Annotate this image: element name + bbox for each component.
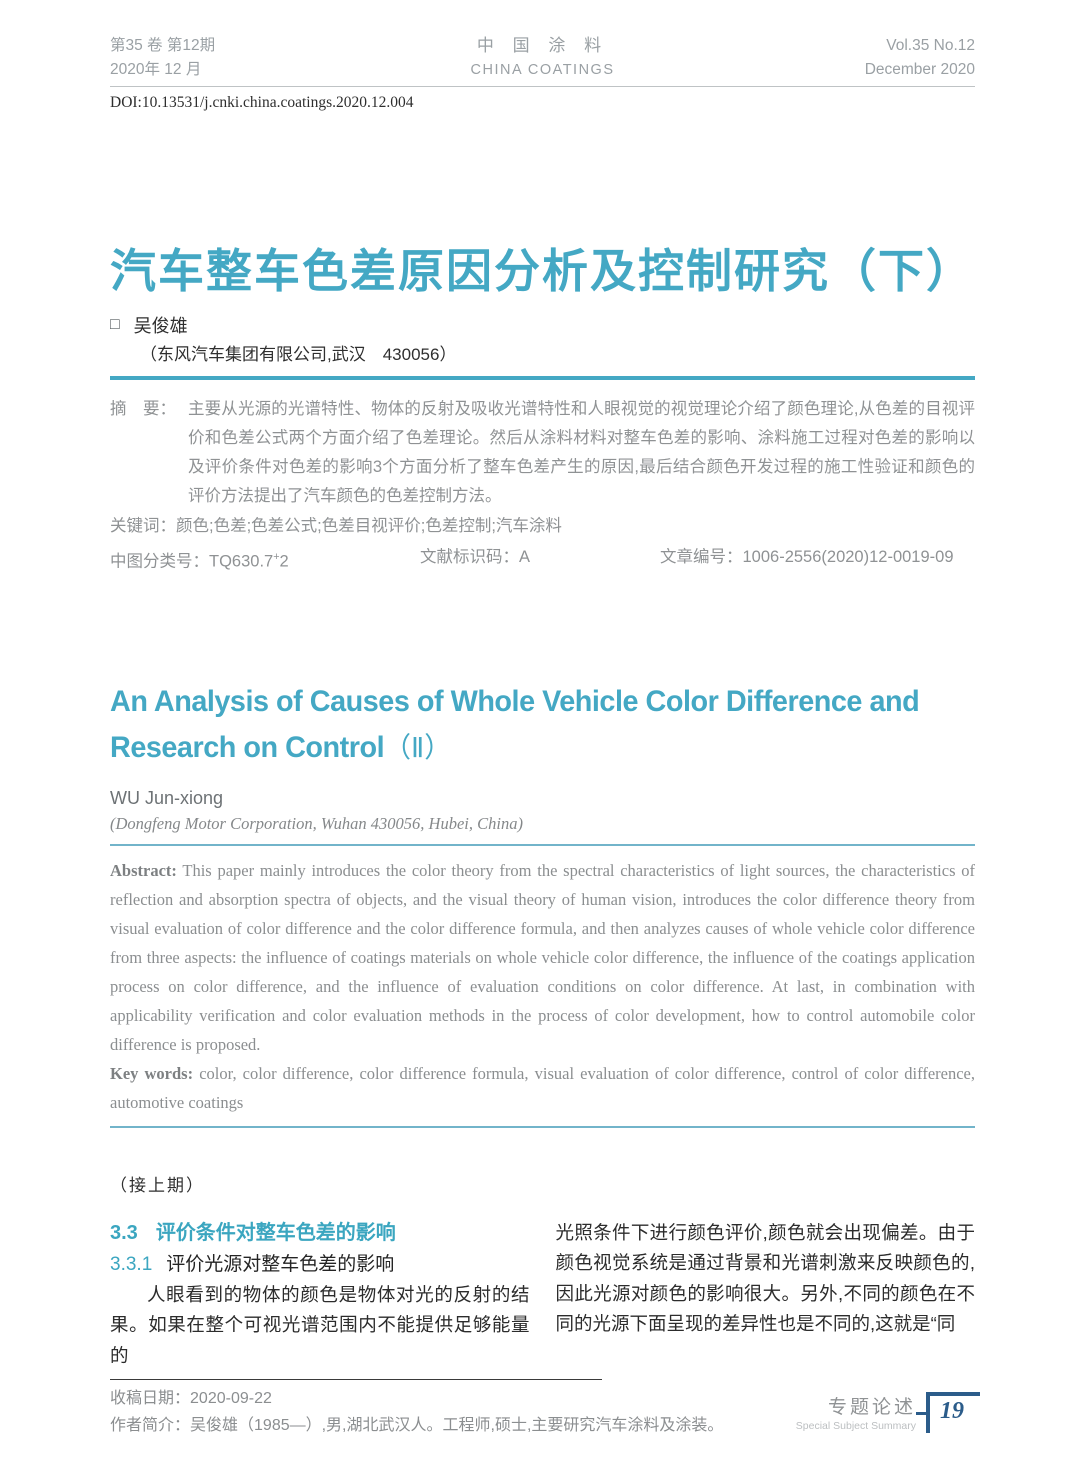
clc-number: 中图分类号：TQ630.7+2 — [110, 543, 420, 577]
subsection-heading: 3.3.1 评价光源对整车色差的影响 — [110, 1249, 530, 1280]
author-bio-label: 作者简介： — [110, 1417, 191, 1434]
body-paragraph-left: 人眼看到的物体的颜色是物体对光的反射的结果。如果在整个可视光谱范围内不能提供足够… — [110, 1283, 530, 1366]
affiliation-en: (Dongfeng Motor Corporation, Wuhan 43005… — [110, 813, 523, 833]
footnote-divider — [110, 1379, 602, 1380]
clc-superscript: + — [273, 551, 280, 563]
issue-info-en: Vol.35 No.12 December 2020 — [775, 34, 975, 82]
page-footer: 专题论述 Special Subject Summary 19 — [796, 1392, 980, 1433]
clc-value: TQ630.7 — [209, 552, 274, 571]
keywords-cn-label: 关键词： — [110, 517, 176, 535]
abstract-cn-text: 主要从光源的光谱特性、物体的反射及吸收光谱特性和人眼视觉的视觉理论介绍了颜色理论… — [188, 400, 975, 505]
footnote: 收稿日期：2020-09-22 作者简介：吴俊雄（1985—）,男,湖北武汉人。… — [110, 1379, 975, 1439]
abstract-en: Abstract: This paper mainly introduces t… — [110, 856, 975, 1059]
volume-issue-en: Vol.35 No.12 — [886, 37, 975, 54]
section-heading: 3.3 评价条件对整车色差的影响 — [110, 1218, 530, 1249]
author-marker-square-icon: □ — [110, 316, 120, 333]
issue-date-en: December 2020 — [864, 61, 975, 78]
article-number-value: 1006-2556(2020)12-0019-09 — [742, 548, 954, 566]
clc-label: 中图分类号： — [110, 552, 209, 571]
section-title: 评价条件对整车色差的影响 — [155, 1221, 396, 1244]
keywords-en-label: Key words: — [110, 1063, 194, 1083]
abstract-en-text: This paper mainly introduces the color t… — [110, 860, 976, 1054]
keywords-cn: 关键词：颜色;色差;色差公式;色差目视评价;色差控制;汽车涂料 — [110, 512, 975, 541]
abstract-cn-label: 摘 要： — [110, 400, 176, 418]
doi-line: DOI:10.13531/j.cnki.china.coatings.2020.… — [110, 94, 414, 111]
document-code-value: A — [519, 548, 531, 566]
title-en-part-number: （Ⅱ） — [384, 731, 452, 763]
author-name-en: WU Jun-xiong — [110, 787, 224, 808]
column-name-cn: 专题论述 — [827, 1397, 916, 1418]
left-column: 3.3 评价条件对整车色差的影响 3.3.1 评价光源对整车色差的影响 人眼看到的物… — [110, 1218, 530, 1372]
keywords-en: Key words: color, color difference, colo… — [110, 1059, 975, 1117]
abstract-cn: 摘 要： 主要从光源的光谱特性、物体的反射及吸收光谱特性和人眼视觉的视觉理论介绍… — [110, 395, 975, 511]
subsection-number: 3.3.1 — [110, 1253, 153, 1275]
title-divider — [110, 376, 975, 380]
abstract-top-divider — [110, 843, 975, 846]
body-columns: 3.3 评价条件对整车色差的影响 3.3.1 评价光源对整车色差的影响 人眼看到的物… — [110, 1218, 975, 1372]
abstract-bottom-divider — [110, 1125, 975, 1128]
classification-row: 中图分类号：TQ630.7+2 文献标识码：A 文章编号：1006-2556(2… — [110, 543, 975, 577]
page-number-bracket: 19 — [916, 1392, 980, 1433]
author-bio-line: 作者简介：吴俊雄（1985—）,男,湖北武汉人。工程师,硕士,主要研究汽车涂料及… — [110, 1412, 975, 1439]
issue-info-cn: 第35 卷 第12期 2020年 12 月 — [110, 34, 310, 82]
subsection-title: 评价光源对整车色差的影响 — [166, 1253, 395, 1275]
volume-issue-cn: 第35 卷 第12期 — [110, 37, 216, 54]
journal-name: 中 国 涂 料 CHINA COATINGS — [310, 34, 775, 82]
article-title-cn: 汽车整车色差原因分析及控制研究（下） — [110, 245, 974, 297]
column-name-en: Special Subject Summary — [795, 1420, 916, 1432]
article-title-en: An Analysis of Causes of Whole Vehicle C… — [110, 679, 940, 771]
clc-tail: 2 — [279, 552, 289, 571]
journal-header: 第35 卷 第12期 2020年 12 月 中 国 涂 料 CHINA COAT… — [110, 34, 975, 82]
article-number: 文章编号：1006-2556(2020)12-0019-09 — [660, 543, 954, 577]
document-code: 文献标识码：A — [420, 543, 660, 577]
issue-date-cn: 2020年 12 月 — [110, 61, 202, 78]
journal-name-cn: 中 国 涂 料 — [476, 36, 609, 55]
page-number: 19 — [940, 1398, 964, 1424]
journal-name-en: CHINA COATINGS — [470, 62, 615, 78]
continued-note: （接上期） — [110, 1175, 205, 1195]
author-row: □ 吴俊雄 — [110, 312, 975, 338]
affiliation-cn: （东风汽车集团有限公司,武汉 430056） — [140, 345, 457, 364]
column-label: 专题论述 Special Subject Summary — [796, 1397, 916, 1433]
article-number-label: 文章编号： — [660, 548, 743, 566]
keywords-en-text: color, color difference, color differenc… — [110, 1063, 975, 1112]
author-bio-value: 吴俊雄（1985—）,男,湖北武汉人。工程师,硕士,主要研究汽车涂料及涂装。 — [190, 1417, 724, 1434]
header-divider — [110, 86, 975, 87]
document-code-label: 文献标识码： — [420, 548, 519, 566]
received-date-value: 2020-09-22 — [190, 1390, 272, 1407]
right-column: 光照条件下进行颜色评价,颜色就会出现偏差。由于颜色视觉系统是通过背景和光谱刺激来… — [556, 1218, 976, 1372]
keywords-cn-text: 颜色;色差;色差公式;色差目视评价;色差控制;汽车涂料 — [176, 517, 562, 535]
section-number: 3.3 — [110, 1221, 138, 1244]
received-date-line: 收稿日期：2020-09-22 — [110, 1385, 975, 1412]
title-en-line1: An Analysis of Causes of Whole Vehicle C… — [110, 684, 920, 718]
received-date-label: 收稿日期： — [110, 1390, 191, 1407]
abstract-en-label: Abstract: — [110, 860, 177, 880]
author-name-cn: 吴俊雄 — [133, 316, 188, 336]
body-paragraph-right: 光照条件下进行颜色评价,颜色就会出现偏差。由于颜色视觉系统是通过背景和光谱刺激来… — [555, 1221, 976, 1335]
title-en-line2: Research on Control — [110, 730, 385, 764]
